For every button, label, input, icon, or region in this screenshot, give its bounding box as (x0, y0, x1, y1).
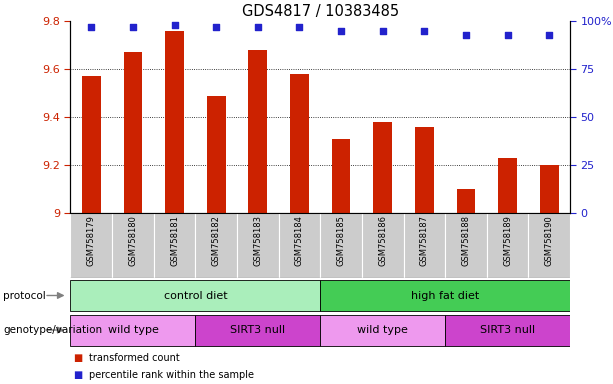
Point (503, 31, 512, 38)
Text: transformed count: transformed count (89, 353, 180, 364)
Bar (487, 213, 528, 278)
Bar (332, 139, 351, 213)
Text: genotype/variation: genotype/variation (3, 325, 102, 335)
Text: percentile rank within the sample: percentile rank within the sample (89, 370, 254, 380)
Bar (112, 213, 154, 278)
Text: GSM758179: GSM758179 (87, 215, 96, 266)
Bar (196, 315, 320, 346)
Text: GSM758189: GSM758189 (503, 215, 512, 266)
Text: GSM758183: GSM758183 (253, 215, 262, 266)
Bar (70, 280, 320, 311)
Text: GSM758185: GSM758185 (337, 215, 346, 266)
Text: ■: ■ (74, 353, 83, 364)
Point (211, 24, 221, 30)
Bar (362, 213, 403, 278)
Bar (82, 76, 101, 213)
Bar (373, 122, 392, 213)
Text: SIRT3 null: SIRT3 null (230, 325, 286, 335)
Text: SIRT3 null: SIRT3 null (480, 325, 535, 335)
Text: GSM758187: GSM758187 (420, 215, 429, 266)
Point (253, 24, 263, 30)
Point (378, 28, 387, 34)
Bar (320, 213, 362, 278)
Text: high fat diet: high fat diet (411, 291, 479, 301)
Bar (279, 213, 321, 278)
Bar (70, 315, 196, 346)
Bar (445, 315, 570, 346)
Bar (320, 280, 570, 311)
Point (461, 31, 471, 38)
Bar (528, 213, 570, 278)
Text: GSM758184: GSM758184 (295, 215, 304, 266)
Text: GSM758190: GSM758190 (545, 215, 554, 266)
Point (336, 28, 346, 34)
Text: wild type: wild type (107, 325, 158, 335)
Bar (154, 213, 196, 278)
Text: GSM758181: GSM758181 (170, 215, 179, 266)
Text: ■: ■ (74, 370, 83, 380)
Bar (457, 189, 475, 213)
Text: GSM758188: GSM758188 (462, 215, 471, 266)
Text: protocol: protocol (3, 291, 46, 301)
Point (544, 31, 554, 38)
Point (128, 24, 138, 30)
Bar (498, 158, 517, 213)
Bar (166, 31, 184, 213)
Point (170, 22, 180, 28)
Text: GSM758182: GSM758182 (211, 215, 221, 266)
Text: GSM758180: GSM758180 (129, 215, 137, 266)
Point (86, 24, 96, 30)
Title: GDS4817 / 10383485: GDS4817 / 10383485 (242, 3, 399, 18)
Bar (320, 315, 445, 346)
Bar (124, 52, 142, 213)
Point (419, 28, 429, 34)
Text: control diet: control diet (164, 291, 227, 301)
Bar (70, 213, 112, 278)
Text: wild type: wild type (357, 325, 408, 335)
Bar (237, 213, 279, 278)
Bar (248, 50, 267, 213)
Point (295, 24, 305, 30)
Bar (445, 213, 487, 278)
Bar (540, 165, 558, 213)
Bar (403, 213, 445, 278)
Bar (290, 74, 309, 213)
Text: GSM758186: GSM758186 (378, 215, 387, 266)
Bar (207, 96, 226, 213)
Bar (415, 127, 434, 213)
Bar (196, 213, 237, 278)
